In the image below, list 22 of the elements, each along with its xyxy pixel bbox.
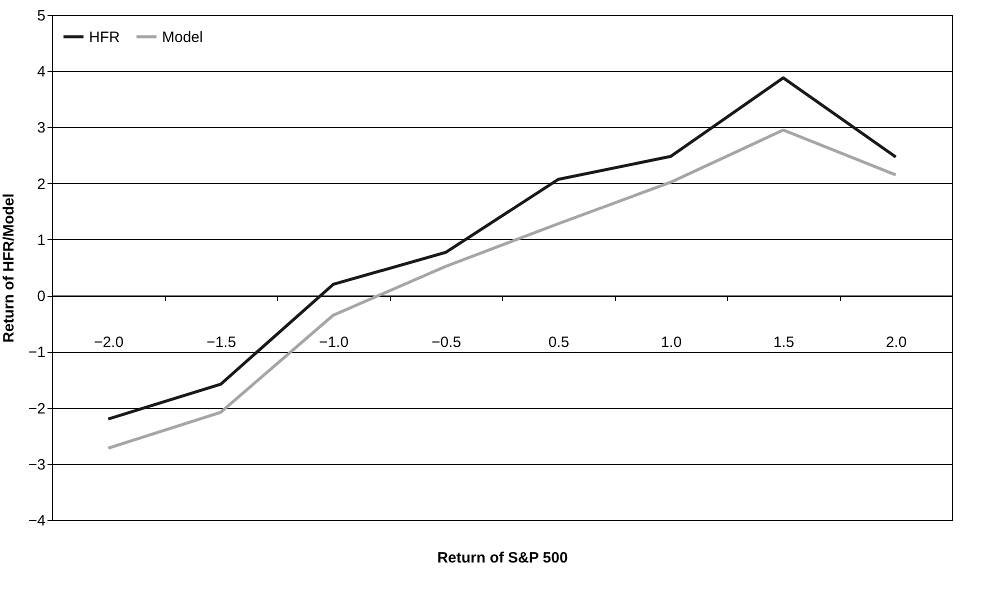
y-tick-label: 1 xyxy=(37,232,46,249)
y-tick-label: 4 xyxy=(37,64,46,81)
x-tick-label: −0.5 xyxy=(431,334,462,352)
y-tick-label: 0 xyxy=(37,288,46,306)
y-tick-label: 3 xyxy=(37,120,46,137)
y-tick-label: −4 xyxy=(28,512,46,530)
legend-label: HFR xyxy=(89,28,120,46)
x-tick-label: 0.5 xyxy=(548,334,570,352)
x-axis-title: Return of S&P 500 xyxy=(437,550,568,566)
legend-label: Model xyxy=(162,28,203,46)
x-tick-label: 2.0 xyxy=(886,334,907,352)
y-tick-label: −1 xyxy=(28,344,46,362)
y-tick-label: 5 xyxy=(37,8,46,24)
x-tick-label: −1.0 xyxy=(318,334,349,352)
y-tick-label: 2 xyxy=(37,176,46,193)
y-axis-title: Return of HFR/Model xyxy=(0,193,18,343)
x-tick-label: 1.0 xyxy=(660,334,682,352)
y-tick-label: −2 xyxy=(28,400,46,418)
y-tick-label: −3 xyxy=(28,456,46,474)
x-tick-label: −2.0 xyxy=(94,334,124,352)
x-tick-label: −1.5 xyxy=(206,334,236,352)
x-tick-label: 1.5 xyxy=(773,334,794,352)
